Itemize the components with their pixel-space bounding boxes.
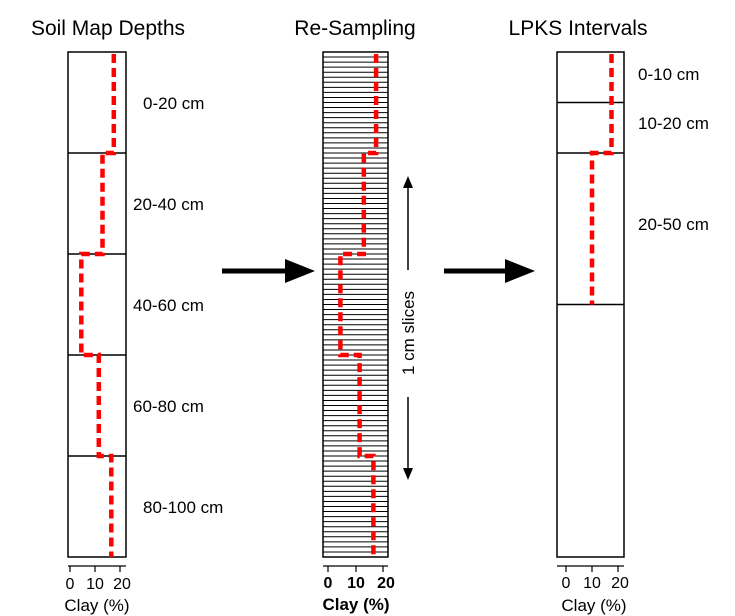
slices-annotation: 1 cm slices (399, 176, 418, 480)
panel-re-sampling: Re-Sampling 1 cm slices 0 10 20 Clay (%) (294, 17, 418, 614)
panel-title-soil-map-depths: Soil Map Depths (31, 17, 185, 40)
x-axis: 0 10 20 Clay (%) (64, 565, 131, 615)
clay-profile-line (589, 54, 614, 305)
x-tick-10: 10 (86, 576, 104, 593)
panel-soil-map-depths: Soil Map Depths 0-20 cm 20-40 cm 40-60 c… (31, 17, 223, 615)
x-tick-10: 10 (583, 575, 601, 592)
clay-profile-path (589, 54, 614, 305)
x-tick-20: 20 (377, 575, 395, 592)
x-tick-0: 0 (562, 575, 571, 592)
x-tick-0: 0 (324, 575, 333, 592)
x-tick-20: 20 (113, 576, 131, 593)
x-axis-label: Clay (%) (322, 595, 389, 614)
x-axis: 0 10 20 Clay (%) (322, 565, 395, 614)
x-tick-10: 10 (347, 575, 365, 592)
x-axis: 0 10 20 Clay (%) (557, 565, 629, 615)
depth-label-20-40: 20-40 cm (133, 195, 204, 214)
x-axis-label: Clay (%) (561, 596, 626, 615)
depth-labels: 0-20 cm 20-40 cm 40-60 cm 60-80 cm 80-10… (133, 94, 223, 517)
panel-lpks-intervals: LPKS Intervals 0-10 cm 10-20 cm 20-50 cm… (509, 17, 709, 615)
arrow-right-2 (444, 259, 535, 283)
soil-column-frame (67, 51, 127, 558)
depth-label-60-80: 60-80 cm (133, 397, 204, 416)
x-axis-label: Clay (%) (64, 596, 129, 615)
depth-label-10-20: 10-20 cm (638, 114, 709, 133)
clay-profile-path (79, 54, 117, 557)
clay-profile-line (338, 54, 379, 557)
depth-label-0-20: 0-20 cm (143, 94, 204, 113)
clay-profile-line (79, 54, 117, 557)
clay-profile-path (338, 54, 379, 557)
arrow-right-1 (222, 259, 315, 283)
slices-label: 1 cm slices (399, 291, 418, 375)
x-tick-20: 20 (611, 575, 629, 592)
depth-labels: 0-10 cm 10-20 cm 20-50 cm (638, 65, 709, 234)
panel-title-re-sampling: Re-Sampling (294, 17, 415, 40)
depth-label-0-10: 0-10 cm (638, 65, 699, 84)
x-tick-0: 0 (66, 576, 75, 593)
depth-label-20-50: 20-50 cm (638, 215, 709, 234)
depth-label-40-60: 40-60 cm (133, 296, 204, 315)
panel-title-lpks-intervals: LPKS Intervals (509, 17, 648, 40)
depth-label-80-100: 80-100 cm (143, 498, 223, 517)
